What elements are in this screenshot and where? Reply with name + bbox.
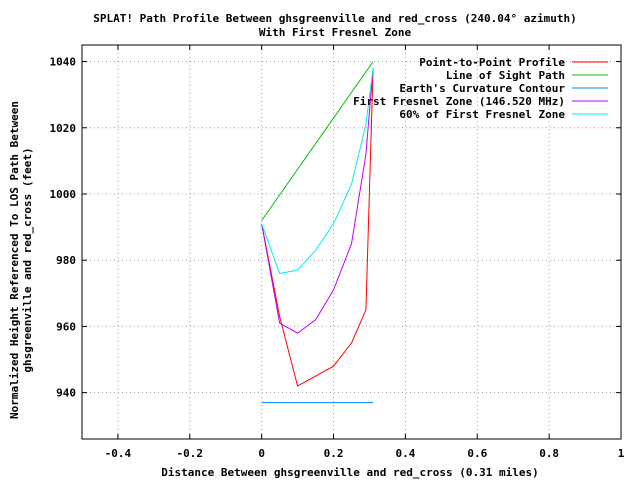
legend-label: Line of Sight Path <box>446 69 565 82</box>
x-tick-label: 0.2 <box>324 447 344 460</box>
x-tick-label: 0 <box>258 447 265 460</box>
x-tick-label: 0.4 <box>395 447 415 460</box>
y-tick-label: 940 <box>56 387 76 400</box>
legend-label: Point-to-Point Profile <box>419 56 565 69</box>
axis-ticks: -0.4 -0.2 0 0.2 0.4 0.6 0.8 1 940 960 980 1000 1020 1… <box>50 45 625 460</box>
x-tick-label: -0.2 <box>177 447 204 460</box>
series-line-point-to-point-profile <box>261 68 374 387</box>
legend-label: First Fresnel Zone (146.520 MHz) <box>353 95 565 108</box>
y-tick-label: 980 <box>56 254 76 267</box>
y-tick-label: 960 <box>56 320 76 333</box>
x-tick-label: 1 <box>618 447 625 460</box>
x-tick-label: 0.8 <box>539 447 559 460</box>
y-axis-label-line-1: Normalized Height Referenced To LOS Path… <box>8 101 21 419</box>
series-line-60-of-first-fresnel-zone <box>261 68 374 275</box>
legend-label: Earth's Curvature Contour <box>399 82 565 95</box>
x-tick-label: -0.4 <box>105 447 132 460</box>
series-line-first-fresnel-zone-146-520-mhz <box>261 68 374 334</box>
grid <box>82 45 622 439</box>
legend-label: 60% of First Fresnel Zone <box>399 108 565 121</box>
y-axis-label-line-2: ghsgreenville and red_cross (feet) <box>21 147 34 372</box>
y-tick-label: 1000 <box>50 188 77 201</box>
series-line-line-of-sight-path <box>261 61 374 221</box>
x-tick-label: 0.6 <box>467 447 487 460</box>
chart-subtitle: With First Fresnel Zone <box>259 26 412 39</box>
y-tick-label: 1040 <box>50 56 77 69</box>
plot-frame <box>81 44 622 440</box>
y-tick-label: 1020 <box>50 122 77 135</box>
x-axis-label: Distance Between ghsgreenville and red_c… <box>161 466 539 479</box>
chart-title: SPLAT! Path Profile Between ghsgreenvill… <box>93 12 576 25</box>
data-series <box>261 61 374 404</box>
